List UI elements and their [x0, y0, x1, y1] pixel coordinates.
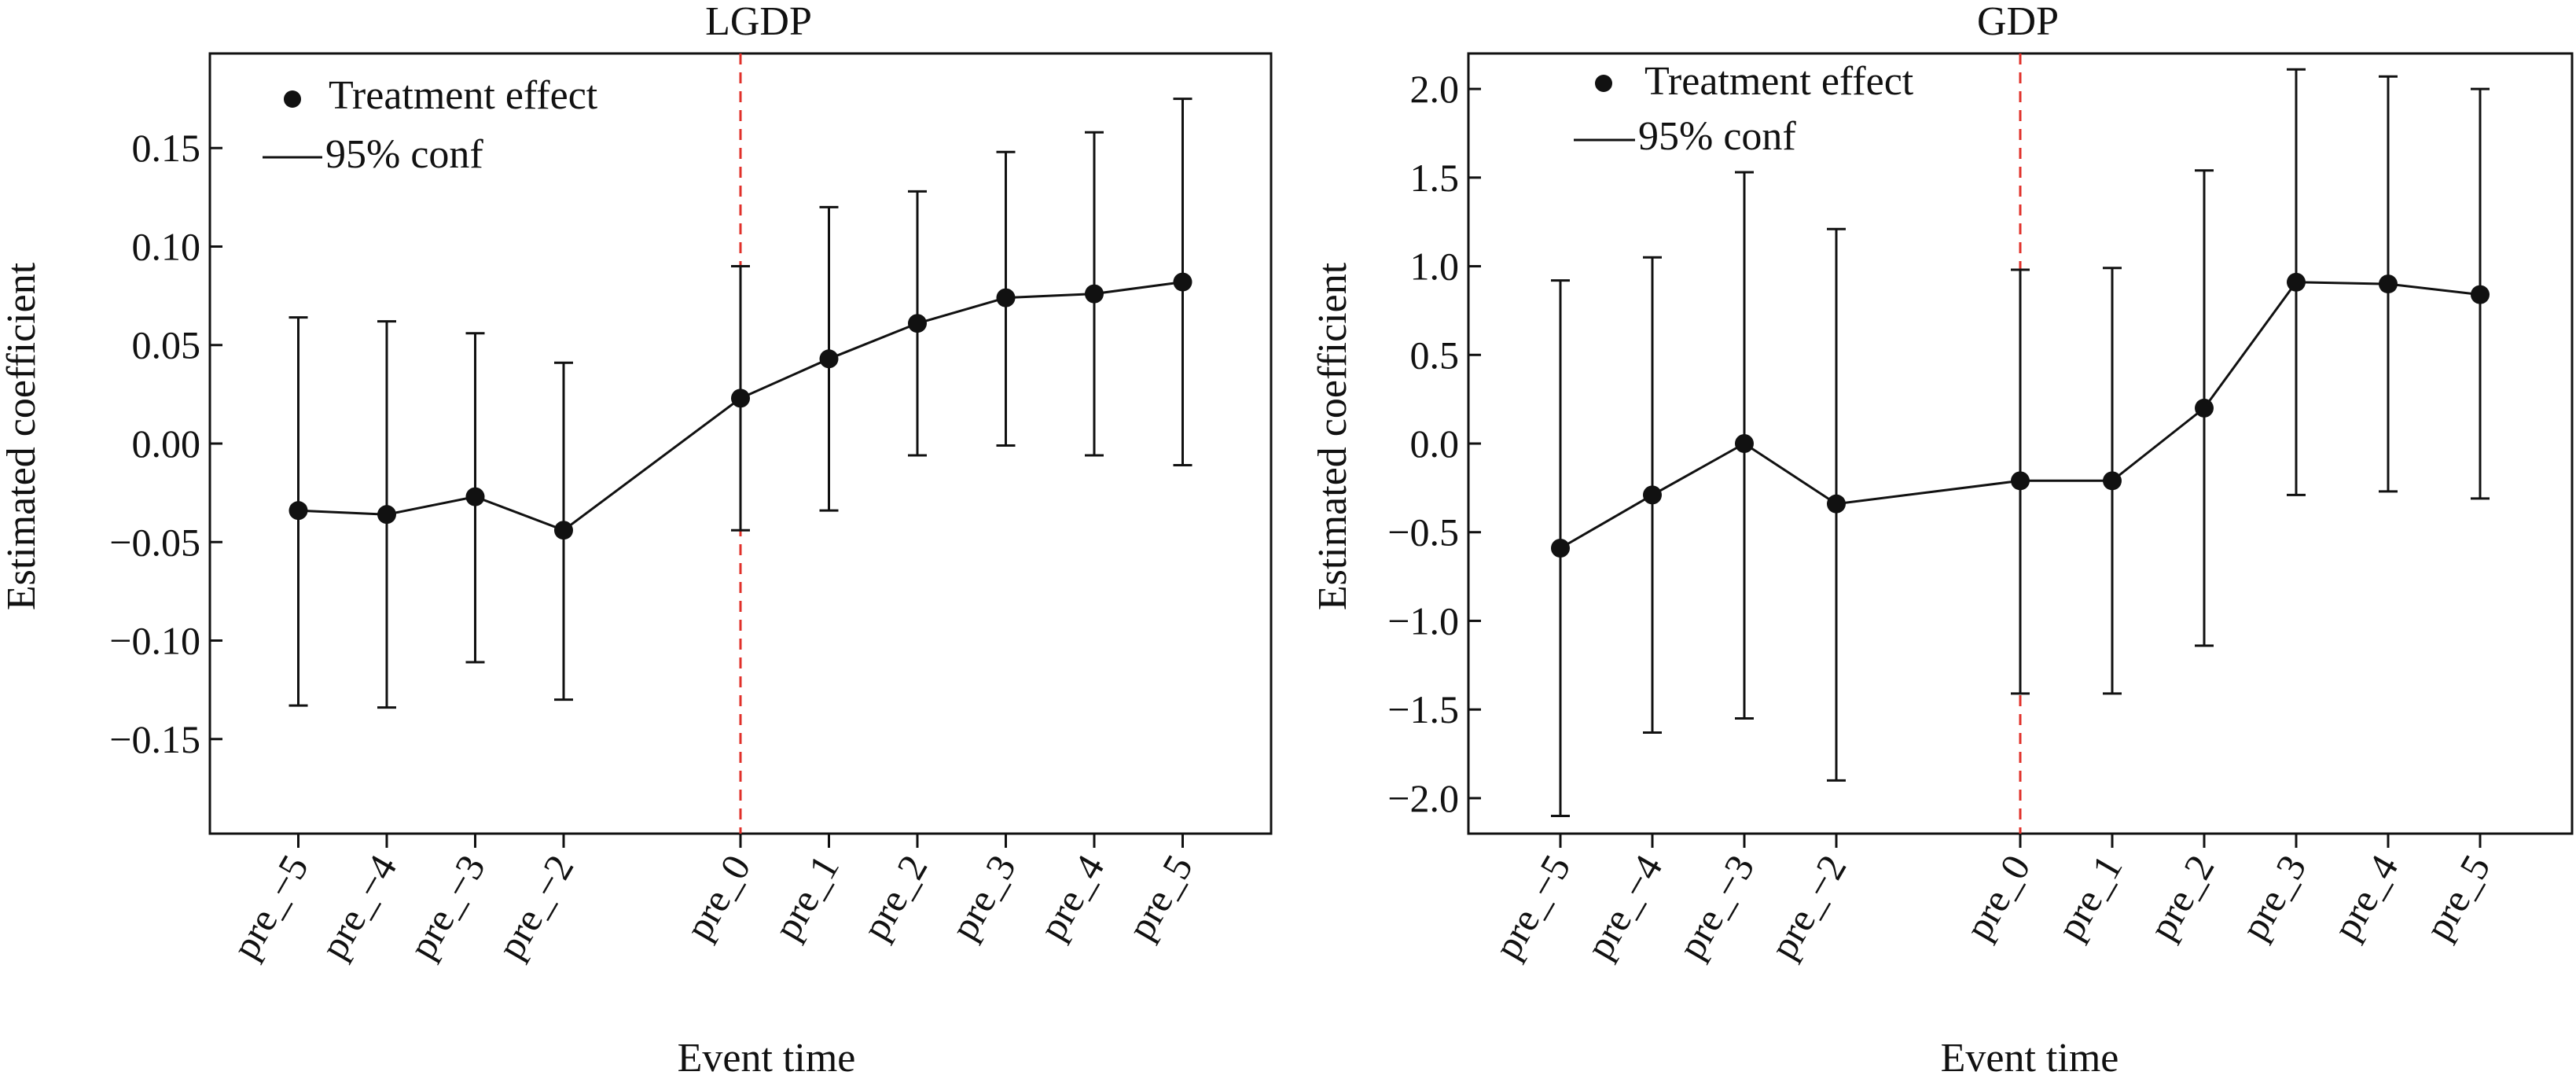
- x-tick-label: pre_1: [765, 848, 847, 948]
- data-point: [288, 501, 308, 521]
- y-tick-label: −0.15: [109, 717, 200, 761]
- x-tick-label: pre_4: [2324, 848, 2406, 948]
- y-tick-label: 0.00: [132, 422, 201, 466]
- x-tick-label: pre_1: [2048, 848, 2130, 948]
- x-tick-label: pre_2: [853, 848, 935, 948]
- treatment-effect-line: [298, 281, 1183, 532]
- y-tick-label: −1.5: [1387, 687, 1459, 731]
- x-tick-label: pre_0: [676, 848, 759, 948]
- chart-title: LGDP: [705, 0, 812, 44]
- data-point: [908, 314, 927, 333]
- legend-label-95-conf: 95% conf: [1638, 114, 1796, 159]
- y-tick-label: −2.0: [1387, 776, 1459, 820]
- legend-marker-treatment-effect: [1595, 75, 1612, 92]
- data-point: [377, 505, 396, 525]
- data-point: [996, 288, 1016, 307]
- x-tick-label: pre_−2: [488, 848, 582, 967]
- data-point: [2011, 471, 2030, 491]
- treatment-effect-line: [1560, 281, 2481, 550]
- data-point: [2195, 398, 2214, 418]
- legend-label-treatment-effect: Treatment effect: [1644, 59, 1914, 104]
- data-point: [2379, 274, 2398, 294]
- x-tick-label: pre_−2: [1761, 848, 1855, 967]
- x-tick-label: pre_3: [942, 848, 1024, 948]
- x-tick-label: pre_−3: [400, 848, 494, 967]
- y-tick-label: 0.0: [1410, 422, 1460, 466]
- data-point: [1827, 494, 1846, 514]
- chart-panel-lgdp: LGDP Estimated coefficient Event time −0…: [0, 0, 1273, 1079]
- y-axis: −2.0 −1.5 −1.0 −0.5 0.0 0.5 1.0 1.5 2.0: [1387, 67, 1481, 820]
- y-tick-label: 2.0: [1410, 67, 1460, 111]
- x-tick-label: pre_2: [2140, 848, 2222, 948]
- x-tick-label: pre_−5: [1485, 848, 1579, 967]
- legend-marker-treatment-effect: [284, 90, 301, 108]
- x-tick-label: pre_4: [1030, 848, 1112, 948]
- data-point: [2103, 471, 2122, 491]
- legend: Treatment effect 95% conf: [1574, 59, 1914, 159]
- data-point: [1551, 539, 1570, 558]
- y-tick-label: 1.0: [1410, 245, 1460, 289]
- legend-label-treatment-effect: Treatment effect: [329, 73, 598, 118]
- x-tick-label: pre_0: [1956, 848, 2038, 948]
- y-tick-label: 0.05: [132, 323, 201, 367]
- x-tick-label: pre_3: [2232, 848, 2314, 948]
- data-point: [1643, 485, 1662, 505]
- x-tick-label: pre_5: [1119, 848, 1201, 948]
- y-tick-label: −0.05: [109, 520, 200, 564]
- x-axis-label: Event time: [678, 1036, 856, 1079]
- data-point: [554, 521, 573, 540]
- legend: Treatment effect 95% conf: [263, 73, 598, 177]
- chart-title: GDP: [1977, 0, 2059, 44]
- data-point: [731, 389, 750, 408]
- data-point: [2471, 285, 2490, 304]
- data-point: [465, 487, 485, 506]
- data-point: [2287, 272, 2306, 292]
- data-point: [819, 349, 839, 369]
- confidence-intervals: [288, 98, 1192, 709]
- treatment-effect-points: [288, 272, 1192, 540]
- data-point: [1173, 272, 1192, 292]
- x-tick-label: pre_−3: [1669, 848, 1763, 967]
- data-point: [1085, 284, 1104, 304]
- legend-label-95-conf: 95% conf: [325, 132, 483, 177]
- y-tick-label: −1.0: [1387, 598, 1459, 643]
- y-tick-label: −0.10: [109, 619, 200, 663]
- chart-panel-gdp: GDP Estimated coefficient Event time −2.…: [1310, 0, 2574, 1079]
- x-tick-label: pre_−4: [311, 848, 406, 967]
- x-axis-label: Event time: [1941, 1036, 2119, 1079]
- y-tick-label: 0.10: [132, 224, 201, 268]
- y-axis-label: Estimated coefficient: [0, 262, 44, 610]
- treatment-effect-points: [1551, 272, 2490, 558]
- x-tick-label: pre_−5: [223, 848, 318, 967]
- y-tick-label: 0.5: [1410, 333, 1460, 377]
- y-axis-label: Estimated coefficient: [1310, 262, 1355, 610]
- x-tick-label: pre_−4: [1577, 848, 1671, 967]
- y-tick-label: 0.15: [132, 126, 201, 170]
- y-tick-label: 1.5: [1410, 156, 1460, 200]
- y-tick-label: −0.5: [1387, 510, 1459, 554]
- y-axis: −0.15 −0.10 −0.05 0.00 0.05 0.10 0.15: [109, 126, 222, 761]
- data-point: [1735, 434, 1754, 453]
- x-tick-label: pre_5: [2416, 848, 2498, 948]
